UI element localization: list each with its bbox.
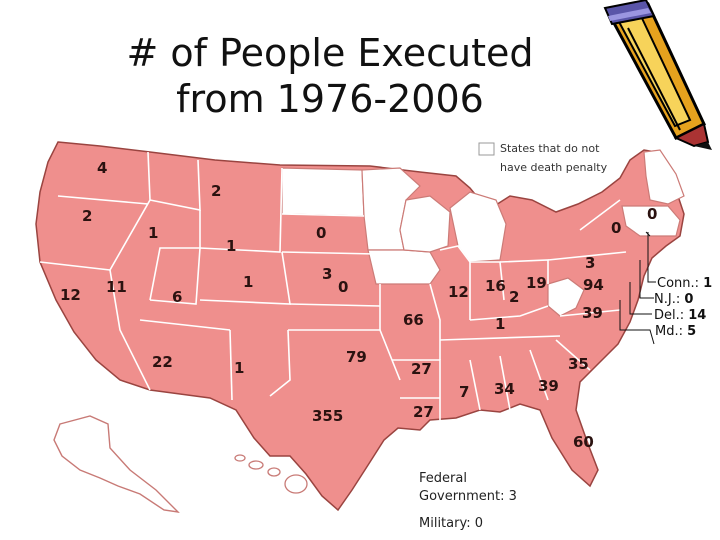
vermont-massachusetts-ri [621,205,681,237]
state-value-new-hampshire: 0 [647,205,657,223]
state-value-oklahoma: 79 [346,348,367,366]
state-value-kentucky: 2 [509,288,519,306]
state-value-colorado: 1 [243,273,253,291]
state-value-missouri: 66 [403,311,424,329]
state-value-labels: 4 2 12 11 1 2 1 6 1 22 1 0 3 0 79 355 66… [60,159,657,451]
alaska-shape [53,415,180,513]
callout-md: Md.: 5 [655,324,696,339]
state-value-new-mexico: 1 [234,359,244,377]
state-value-oregon: 2 [82,207,92,225]
state-value-nebraska: 3 [322,265,332,283]
state-value-texas: 355 [312,407,343,425]
state-value-south-carolina: 35 [568,355,589,373]
callout-labels: Conn.: 1 N.J.: 0 Del.: 14 Md.: 5 [654,276,712,339]
state-value-california: 12 [60,286,81,304]
state-value-montana: 2 [211,182,221,200]
military-note: Military: 0 [419,516,483,531]
state-value-louisiana: 27 [413,403,434,421]
state-value-georgia: 39 [538,377,559,395]
state-value-pennsylvania: 3 [585,254,595,272]
slide-title: # of People Executed from 1976-2006 [60,30,600,122]
no-death-penalty-states [281,149,685,317]
state-value-north-carolina: 39 [582,304,603,322]
state-borders [39,151,627,420]
federal-line1: Federal [419,471,467,486]
title-line-2: from 1976-2006 [176,77,484,121]
pencil-icon [603,0,712,150]
state-value-wyoming: 1 [226,237,236,255]
state-value-kansas: 0 [338,278,348,296]
state-value-ohio: 19 [526,274,547,292]
state-value-florida: 60 [573,433,594,451]
state-value-mississippi: 7 [459,383,469,401]
continental-us-shape [35,141,685,512]
legend-swatch [478,142,495,156]
state-value-arizona: 22 [152,353,173,371]
iowa [367,249,441,285]
wisconsin [399,195,451,253]
state-value-nevada: 11 [106,278,127,296]
title-line-1: # of People Executed [126,31,534,75]
hawaii-islands [234,454,308,494]
legend: States that do not have death penalty [478,142,608,174]
state-value-south-dakota: 0 [316,224,326,242]
state-value-virginia: 94 [583,276,604,294]
callout-nj: N.J.: 0 [654,292,693,307]
state-value-idaho: 1 [148,224,158,242]
callout-conn: Conn.: 1 [657,276,712,291]
state-value-washington: 4 [97,159,107,177]
state-value-new-york: 0 [611,219,621,237]
state-value-illinois: 12 [448,283,469,301]
federal-line2: Government: 3 [419,489,517,504]
state-value-tennessee: 1 [495,315,505,333]
callout-lines [619,231,656,345]
callout-del: Del.: 14 [654,308,706,323]
maine [643,149,685,205]
state-value-utah: 6 [172,288,182,306]
footer-notes: Federal Government: 3 Military: 0 [419,471,517,531]
state-value-indiana: 16 [485,277,506,295]
state-value-alabama: 34 [494,380,515,398]
state-value-arkansas: 27 [411,360,432,378]
legend-text-line1: States that do not [500,142,600,155]
legend-text-line2: have death penalty [500,161,608,174]
north-dakota [281,167,365,217]
